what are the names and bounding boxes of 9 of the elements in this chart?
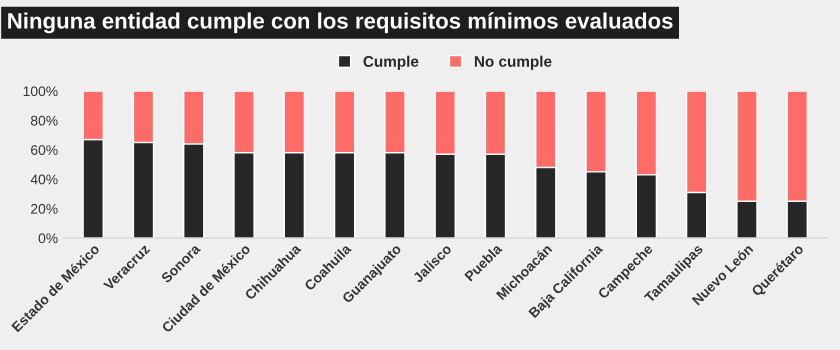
legend-label: No cumple: [474, 56, 552, 70]
chart-title: Ninguna entidad cumple con los requisitos mínimos evaluados: [8, 12, 673, 34]
y-tick-label: 40%: [30, 174, 58, 184]
y-tick-label: 20%: [31, 204, 58, 214]
legend-label: Cumple: [363, 56, 418, 70]
y-tick-label: 100%: [24, 86, 58, 96]
y-tick-label: 60%: [31, 145, 58, 155]
y-tick-label: 80%: [30, 116, 58, 126]
y-tick-label: 0%: [38, 233, 58, 244]
